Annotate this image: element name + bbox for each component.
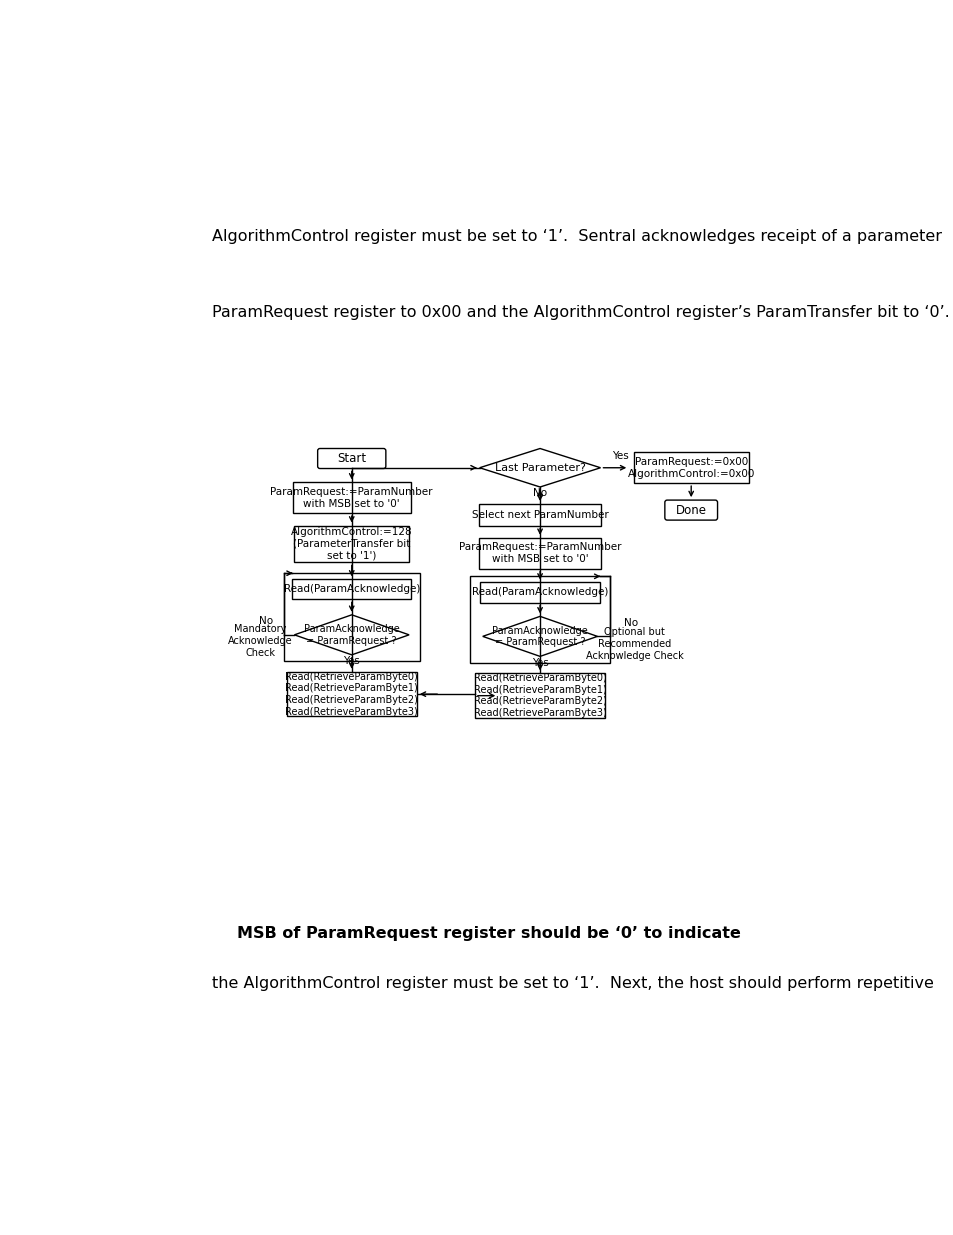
Text: ParamRequest:=ParamNumber
with MSB set to '0': ParamRequest:=ParamNumber with MSB set t…: [271, 487, 433, 509]
Text: Optional but
Recommended
Acknowledge Check: Optional but Recommended Acknowledge Che…: [585, 627, 682, 661]
Text: Mandatory
Acknowledge
Check: Mandatory Acknowledge Check: [228, 625, 293, 657]
Text: AlgorithmControl:=128
(ParameterTransfer bit
set to '1'): AlgorithmControl:=128 (ParameterTransfer…: [291, 527, 412, 561]
FancyBboxPatch shape: [317, 448, 385, 468]
Text: the AlgorithmControl register must be set to ‘1’.  Next, the host should perform: the AlgorithmControl register must be se…: [212, 976, 933, 992]
Polygon shape: [482, 616, 597, 656]
Text: Start: Start: [336, 452, 366, 466]
Bar: [480, 583, 599, 603]
Text: ParamAcknowledge
= ParamRequest ?: ParamAcknowledge = ParamRequest ?: [304, 624, 399, 646]
Bar: [286, 672, 416, 716]
Text: AlgorithmControl register must be set to ‘1’.  Sentral acknowledges receipt of a: AlgorithmControl register must be set to…: [212, 230, 942, 245]
Text: MSB of ParamRequest register should be ‘0’ to indicate: MSB of ParamRequest register should be ‘…: [236, 926, 740, 941]
Text: Done: Done: [675, 504, 706, 516]
Text: Last Parameter?: Last Parameter?: [494, 463, 585, 473]
Bar: [294, 526, 409, 562]
Polygon shape: [294, 615, 409, 655]
Polygon shape: [479, 448, 599, 487]
FancyBboxPatch shape: [664, 500, 717, 520]
Bar: [633, 452, 748, 483]
Text: Select next ParamNumber: Select next ParamNumber: [471, 510, 608, 520]
Bar: [283, 573, 419, 661]
Bar: [478, 504, 600, 526]
Text: Read(ParamAcknowledge): Read(ParamAcknowledge): [283, 584, 419, 594]
Bar: [470, 577, 609, 662]
Text: ParamRequest:=ParamNumber
with MSB set to '0': ParamRequest:=ParamNumber with MSB set t…: [458, 542, 620, 564]
Bar: [475, 673, 604, 718]
Text: No: No: [259, 616, 274, 626]
Text: ParamRequest register to 0x00 and the AlgorithmControl register’s ParamTransfer : ParamRequest register to 0x00 and the Al…: [212, 305, 949, 320]
Text: Read(RetrieveParamByte0)
Read(RetrieveParamByte1)
Read(RetrieveParamByte2)
Read(: Read(RetrieveParamByte0) Read(RetrievePa…: [285, 672, 417, 716]
Text: Yes: Yes: [343, 656, 359, 666]
Text: Yes: Yes: [612, 451, 628, 461]
Text: ParamAcknowledge
= ParamRequest ?: ParamAcknowledge = ParamRequest ?: [492, 626, 587, 647]
Text: Yes: Yes: [531, 657, 548, 668]
Text: No: No: [624, 618, 638, 627]
Text: Read(ParamAcknowledge): Read(ParamAcknowledge): [472, 588, 608, 598]
Text: ParamRequest:=0x00
AlgorithmControl:=0x00: ParamRequest:=0x00 AlgorithmControl:=0x0…: [627, 457, 754, 478]
Bar: [293, 483, 410, 514]
Bar: [292, 579, 411, 599]
Text: No: No: [533, 488, 547, 498]
Bar: [478, 537, 600, 568]
Text: Read(RetrieveParamByte0)
Read(RetrieveParamByte1)
Read(RetrieveParamByte2)
Read(: Read(RetrieveParamByte0) Read(RetrievePa…: [473, 673, 606, 718]
